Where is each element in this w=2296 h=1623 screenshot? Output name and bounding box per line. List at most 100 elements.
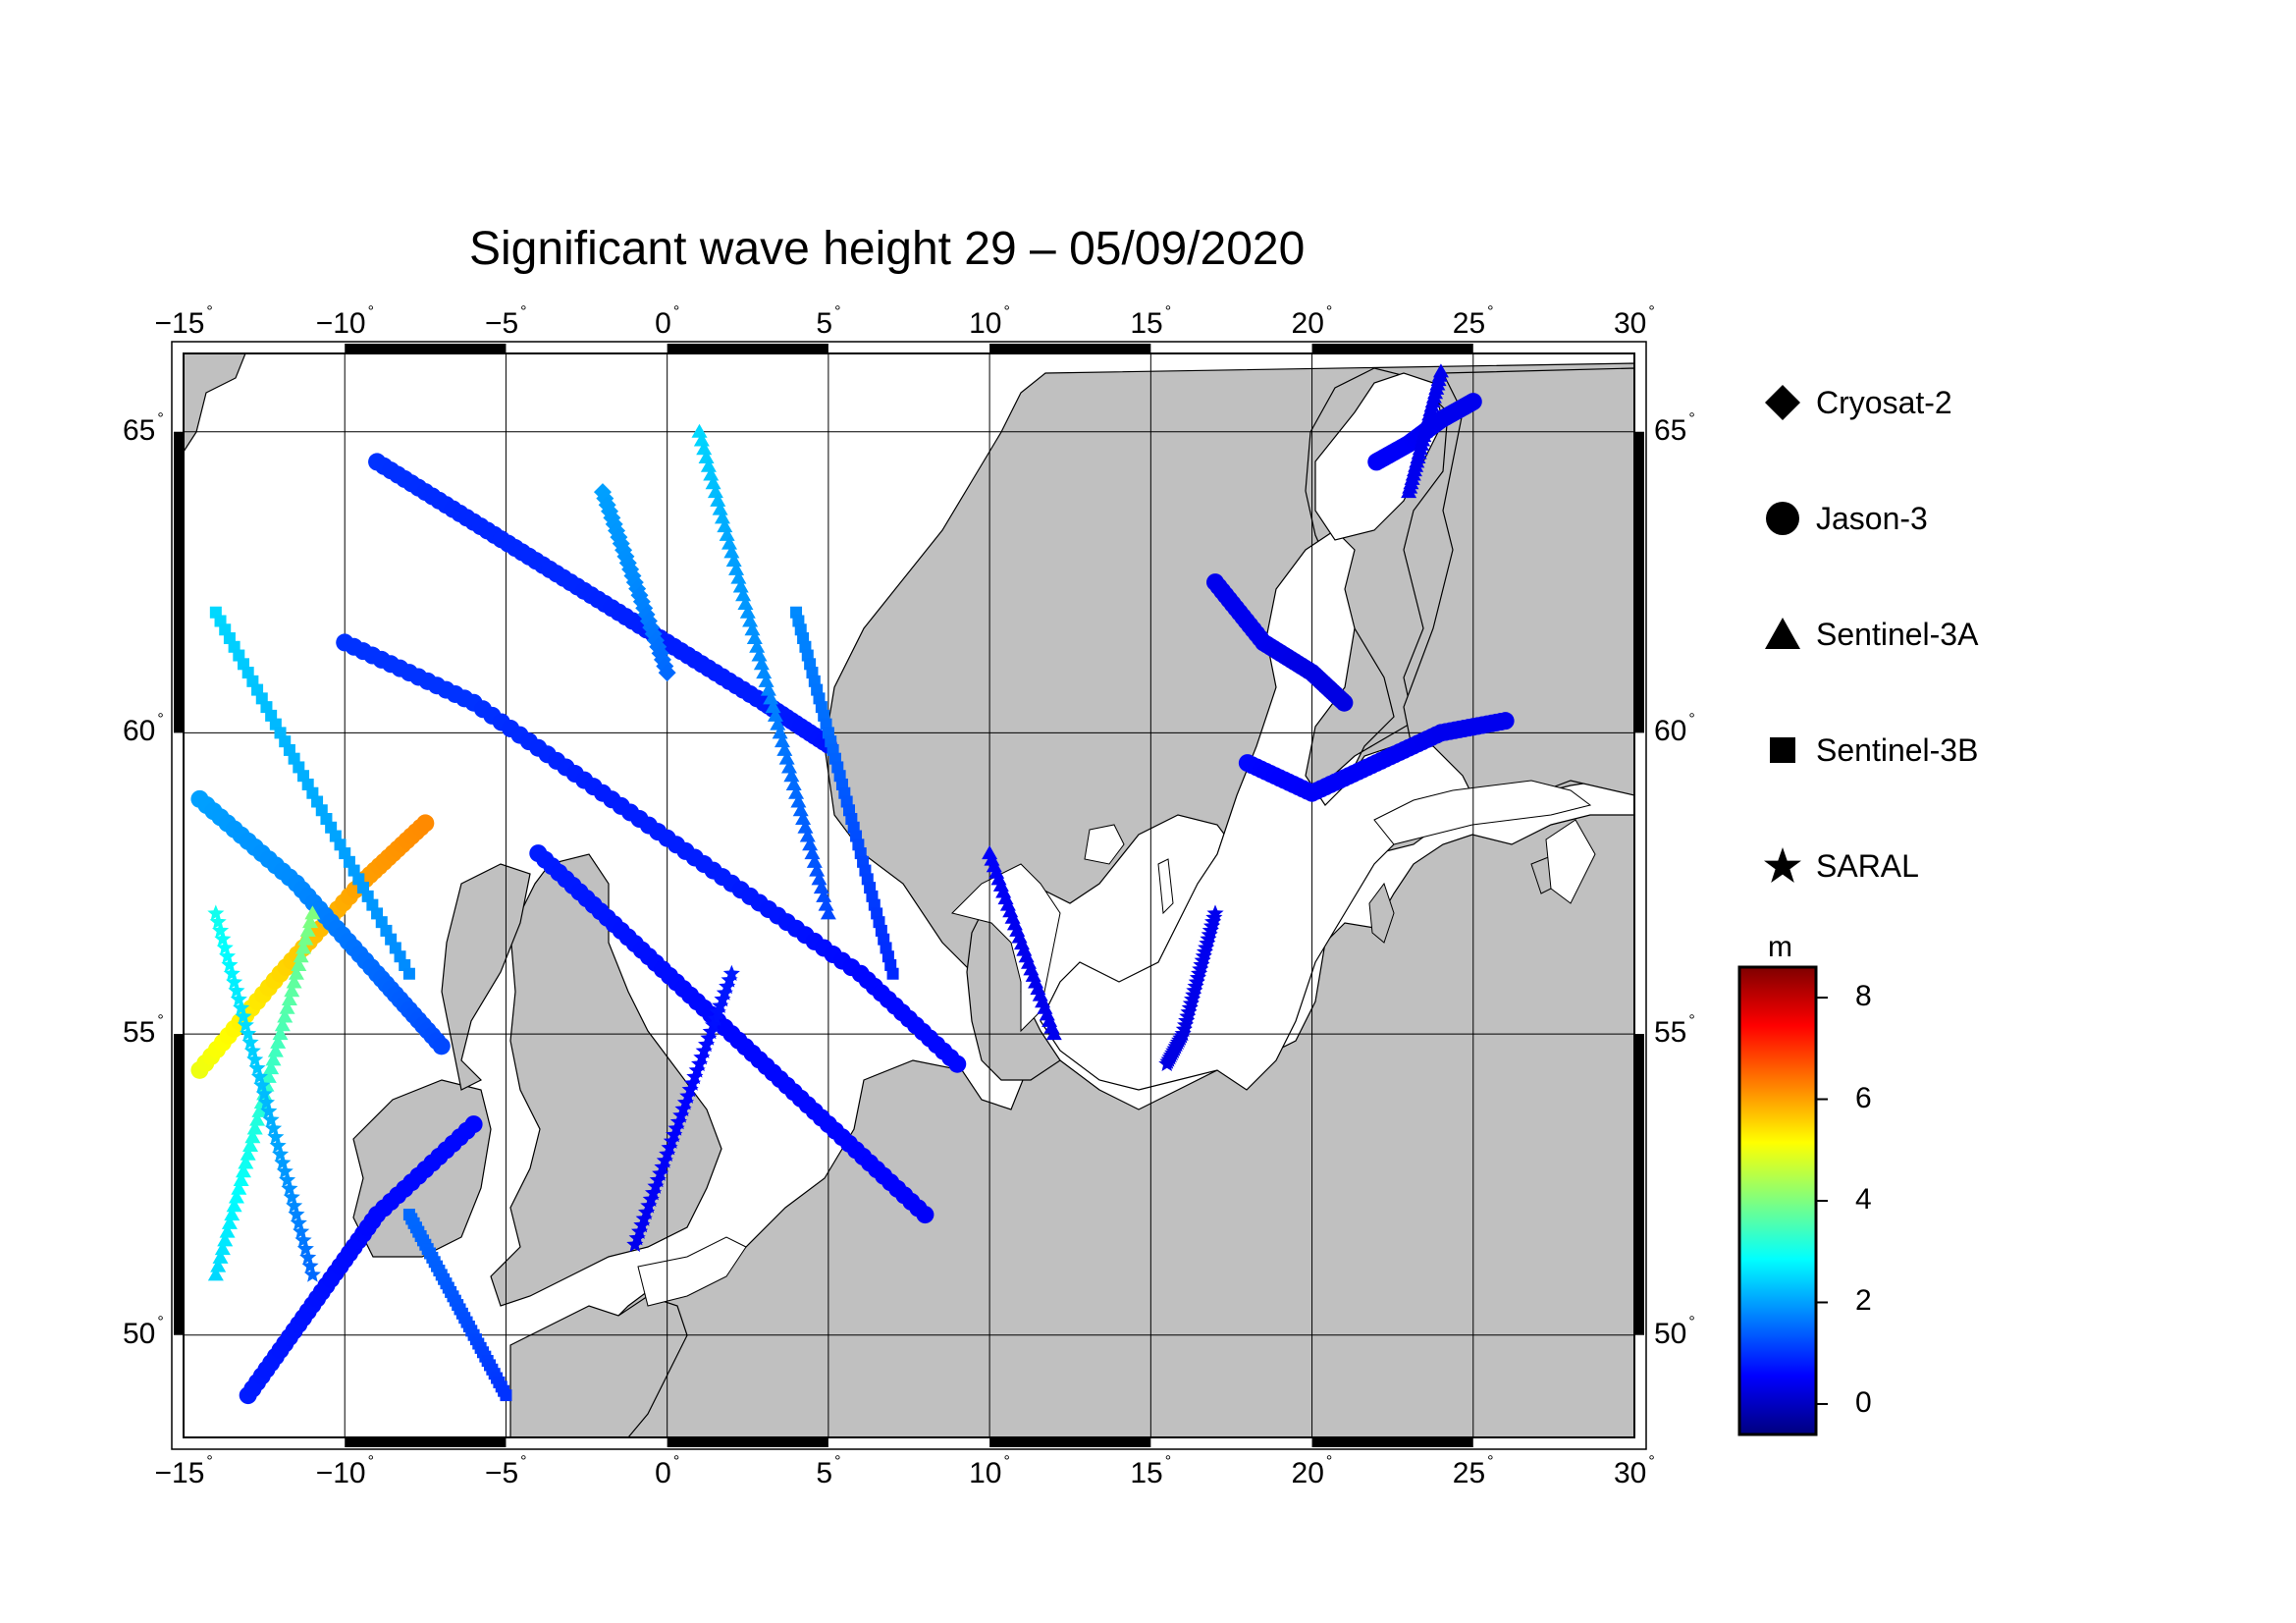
circle-marker <box>948 1055 967 1073</box>
tick-label: 30 ° <box>1614 1453 1655 1489</box>
triangle-marker <box>270 1034 287 1049</box>
colorbar-tick-label: 8 <box>1855 980 1872 1013</box>
triangle-marker <box>804 845 821 860</box>
triangle-marker <box>797 819 814 834</box>
triangle-marker <box>816 888 832 902</box>
triangle-marker <box>742 613 759 627</box>
triangle-marker <box>210 1258 227 1272</box>
star-marker <box>209 913 227 930</box>
star-marker <box>722 964 740 981</box>
triangle-marker <box>294 940 311 954</box>
star-marker <box>666 1126 683 1143</box>
star-marker <box>207 904 225 921</box>
triangle-marker <box>224 1207 240 1221</box>
star-marker <box>237 1016 254 1033</box>
frame-bar <box>345 344 507 353</box>
frame-bar <box>1634 431 1644 733</box>
star-marker <box>633 1217 651 1233</box>
tick-label: −10 ° <box>315 1453 375 1489</box>
triangle-marker <box>712 501 728 515</box>
triangle-marker <box>293 948 309 963</box>
triangle-marker <box>1045 1026 1062 1041</box>
triangle-marker <box>251 1103 268 1117</box>
star-marker <box>688 1061 706 1078</box>
tick-label: 25 ° <box>1452 303 1494 340</box>
circle-marker <box>1335 693 1354 712</box>
star-marker <box>714 991 731 1007</box>
tick-label: −5 ° <box>484 1453 527 1489</box>
star-marker <box>235 1007 252 1024</box>
triangle-marker <box>299 922 316 937</box>
chart-title: Significant wave height 29 – 05/09/2020 <box>469 223 1306 275</box>
triangle-marker <box>700 458 717 472</box>
star-marker <box>286 1197 303 1214</box>
lake-vanern <box>1084 824 1125 865</box>
triangle-marker <box>267 1043 284 1057</box>
triangle-marker <box>219 1223 236 1238</box>
triangle-marker <box>753 656 770 671</box>
tick-label: 50 ° <box>1654 1313 1695 1350</box>
star-marker <box>693 1049 711 1065</box>
triangle-marker <box>246 1120 263 1135</box>
tick-label: 5 ° <box>816 303 841 340</box>
triangle-marker <box>719 526 735 541</box>
triangle-marker <box>788 784 805 799</box>
tick-label: 20 ° <box>1291 1453 1333 1489</box>
star-marker <box>299 1248 317 1266</box>
frame-bar <box>667 344 828 353</box>
triangle-marker <box>242 1137 259 1152</box>
triangle-marker <box>717 518 733 533</box>
frame-bar <box>1311 344 1473 353</box>
frame-bar <box>989 1437 1151 1447</box>
triangle-marker <box>249 1111 266 1126</box>
triangle-marker <box>744 622 761 636</box>
circle-marker <box>916 1206 934 1224</box>
star-marker <box>281 1179 298 1197</box>
diamond-marker <box>658 664 676 682</box>
land-europe <box>509 814 1634 1437</box>
tick-label: 5 ° <box>816 1453 841 1489</box>
star-marker <box>290 1214 307 1231</box>
triangle-marker <box>770 716 786 730</box>
triangle-marker <box>783 768 800 783</box>
tick-label: 60 ° <box>123 711 164 748</box>
star-marker <box>640 1197 658 1214</box>
triangle-marker <box>265 1052 282 1066</box>
frame-bar <box>1311 1437 1473 1447</box>
triangle-marker <box>226 1198 242 1213</box>
colorbar-tick-label: 2 <box>1855 1284 1872 1318</box>
star-marker <box>269 1137 287 1154</box>
triangle-marker <box>811 871 828 886</box>
triangle-marker <box>279 1000 295 1014</box>
triangle-marker <box>233 1172 249 1187</box>
triangle-marker <box>746 630 763 645</box>
triangle-marker <box>212 1249 229 1264</box>
frame-bar <box>667 1437 828 1447</box>
triangle-marker <box>302 914 319 929</box>
star-marker <box>212 921 230 939</box>
star-marker <box>253 1076 271 1093</box>
tick-label: 15 ° <box>1130 1453 1172 1489</box>
star-marker <box>257 1094 275 1110</box>
star-marker <box>276 1163 294 1179</box>
triangle-marker <box>284 983 300 998</box>
triangle-marker <box>737 595 754 610</box>
triangle-marker <box>304 905 321 920</box>
sea-gulf-of-finland <box>1373 780 1592 845</box>
triangle-marker <box>774 733 790 748</box>
tick-label: 30 ° <box>1614 303 1655 340</box>
diamond-icon <box>1763 383 1802 422</box>
triangle-marker <box>725 553 742 568</box>
triangle-marker <box>231 1180 247 1195</box>
star-marker <box>1158 1055 1176 1071</box>
star-marker <box>683 1074 701 1091</box>
triangle-marker <box>710 492 726 507</box>
star-marker <box>654 1158 671 1175</box>
triangle-marker <box>723 544 740 559</box>
square-marker <box>500 1389 512 1402</box>
star-marker <box>260 1102 278 1119</box>
triangle-marker <box>790 793 807 808</box>
star-marker <box>241 1033 259 1051</box>
star-marker <box>279 1171 296 1188</box>
triangle-marker <box>214 1241 231 1256</box>
